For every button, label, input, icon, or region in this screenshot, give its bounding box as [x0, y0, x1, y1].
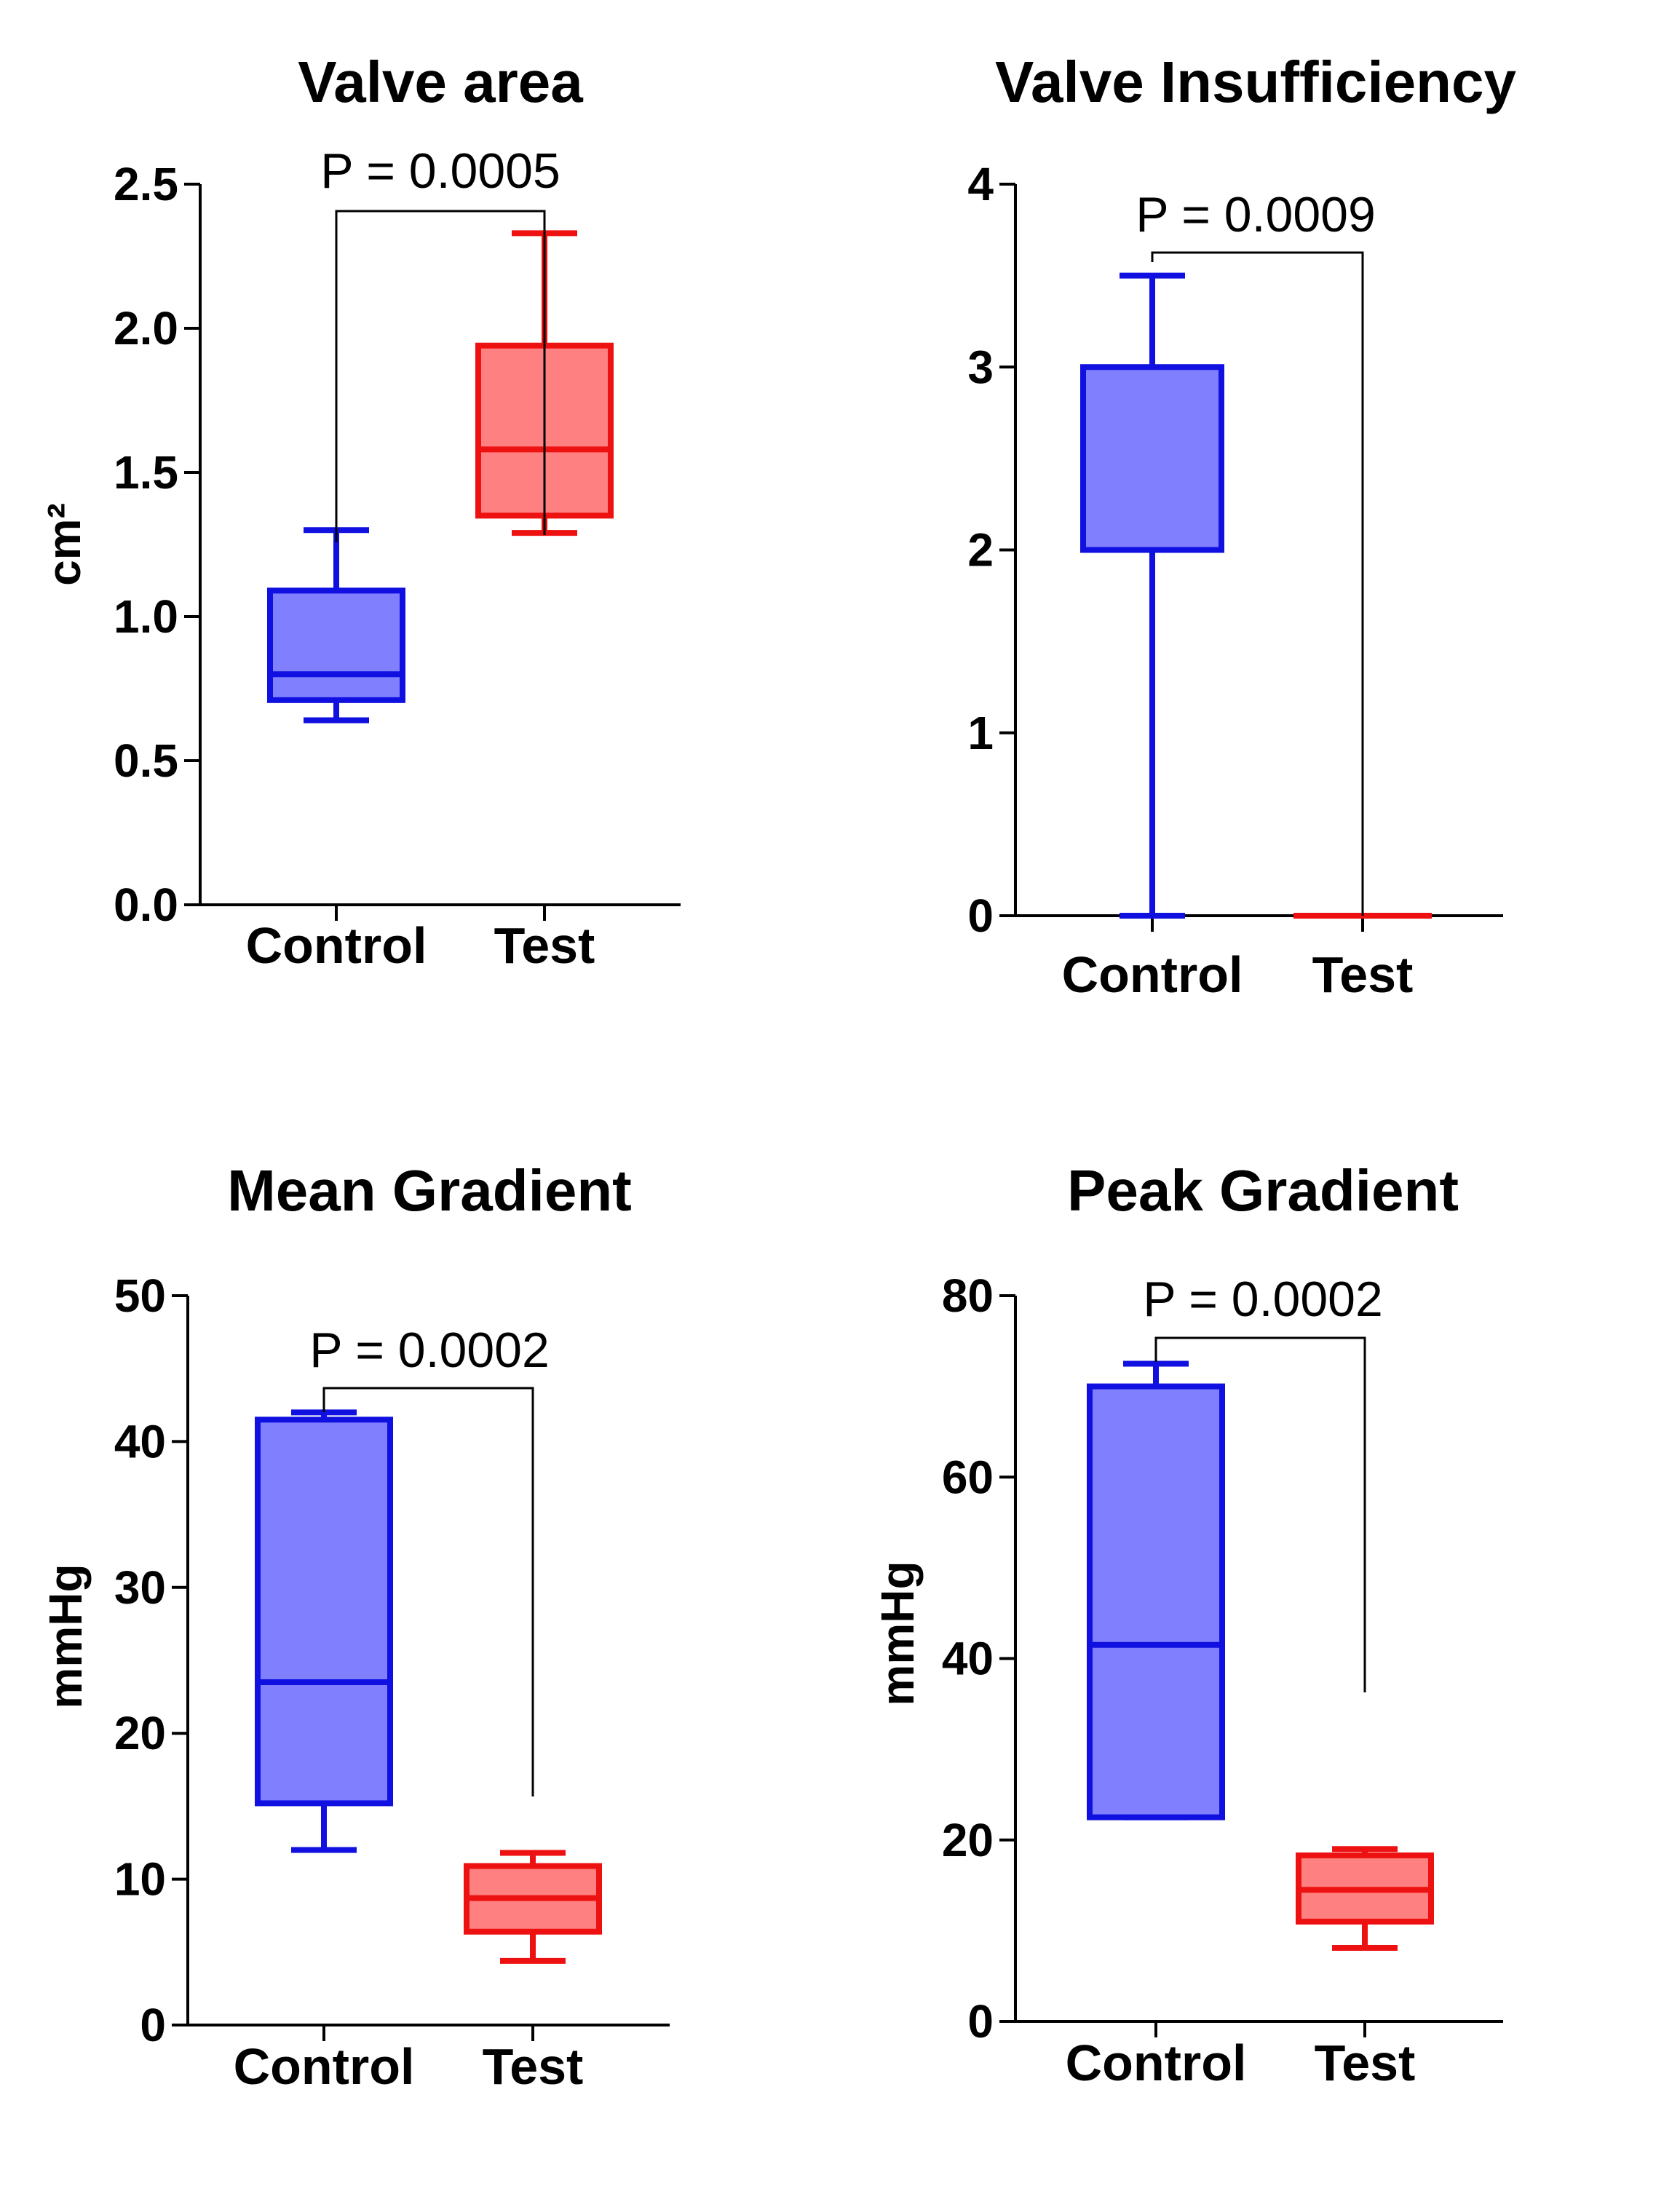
box-iqr	[1080, 364, 1224, 553]
significance-bracket	[335, 210, 546, 542]
y-tick-label: 50	[114, 1269, 166, 1322]
y-tick-label: 40	[942, 1633, 994, 1685]
y-tick-label: 10	[114, 1853, 166, 1906]
box-control	[267, 527, 405, 724]
y-tick-label: 2	[967, 524, 994, 577]
box-iqr	[1087, 1383, 1225, 1820]
box-test	[464, 1850, 602, 1964]
y-tick-label: 1.5	[114, 446, 178, 499]
x-category-label: Control	[234, 2038, 415, 2095]
chart-panel-4: Peak Gradient 0 20 40 60 80 mmHg Control Test P =…	[871, 1158, 1503, 2091]
box-control	[255, 1409, 393, 1853]
y-tick-label: 30	[114, 1561, 166, 1614]
chart-title: Valve Insufficiency	[995, 49, 1516, 114]
chart-title: Mean Gradient	[227, 1158, 632, 1223]
significance-bracket	[322, 1387, 534, 1796]
y-tick-label: 0.5	[114, 734, 178, 787]
y-tick-label: 80	[942, 1269, 994, 1322]
y-tick-label: 0	[140, 1999, 166, 2051]
box-control	[1080, 272, 1224, 919]
chart-title: Valve area	[298, 49, 583, 114]
chart-panel-2: Valve Insufficiency 0 1 2 3 4 Control Test P = 0…	[967, 49, 1516, 1003]
y-tick-label: 1	[967, 707, 994, 759]
x-category-label: Control	[246, 917, 427, 974]
p-value-label: P = 0.0002	[1143, 1272, 1383, 1327]
y-axis-label: mmHg	[871, 1561, 924, 1705]
box-test	[1296, 1846, 1434, 1952]
y-tick-label: 20	[114, 1707, 166, 1759]
y-axis-label: cm²	[38, 503, 90, 586]
significance-bracket	[1151, 251, 1364, 916]
y-axis-label: mmHg	[39, 1564, 92, 1708]
p-value-label: P = 0.0002	[309, 1323, 550, 1378]
box-iqr	[255, 1417, 393, 1807]
p-value-label: P = 0.0005	[320, 143, 560, 199]
x-category-label: Test	[1315, 2034, 1416, 2091]
p-value-label: P = 0.0009	[1136, 187, 1376, 242]
y-tick-label: 60	[942, 1451, 994, 1503]
x-category-label: Test	[494, 917, 595, 974]
y-tick-label: 0	[967, 1995, 994, 2048]
x-category-label: Control	[1066, 2034, 1247, 2091]
x-category-label: Test	[483, 2038, 584, 2095]
y-tick-label: 1.0	[114, 590, 178, 643]
y-tick-label: 0	[967, 889, 994, 942]
y-tick-label: 20	[942, 1814, 994, 1866]
y-tick-label: 2.0	[114, 302, 178, 354]
y-tick-label: 3	[967, 341, 994, 393]
y-tick-label: 0.0	[114, 879, 178, 931]
x-category-label: Control	[1062, 946, 1243, 1003]
significance-bracket	[1154, 1336, 1366, 1692]
box-control	[1087, 1360, 1225, 1820]
x-category-label: Test	[1312, 946, 1414, 1003]
chart-panel-1: Valve area 0.0 0.5 1.0 1.5 2.0 2.5 cm² Control Te…	[38, 49, 681, 974]
y-tick-label: 2.5	[114, 158, 178, 210]
y-tick-label: 4	[967, 158, 994, 210]
y-tick-label: 40	[114, 1415, 166, 1467]
box-iqr	[267, 587, 405, 703]
chart-panel-3: Mean Gradient 0 10 20 30 40 50 mmHg Control Test P…	[39, 1158, 670, 2095]
chart-title: Peak Gradient	[1067, 1158, 1459, 1223]
